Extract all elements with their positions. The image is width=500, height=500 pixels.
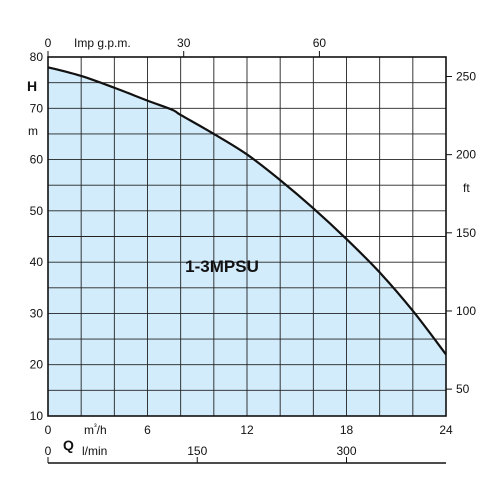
x-axis-unit: m³/h <box>84 422 107 437</box>
y-left-tick-label: 20 <box>30 358 44 372</box>
y-right-tick-label: 200 <box>456 148 476 162</box>
lmin-axis-tick-label: 300 <box>336 444 356 458</box>
y-right-tick-label: 250 <box>456 69 476 83</box>
y-right-tick-label: 100 <box>456 304 476 318</box>
y-left-unit: m <box>28 124 38 138</box>
y-left-tick-label: 60 <box>30 153 44 167</box>
grid-lines <box>48 57 446 416</box>
y-right-tick-label: 150 <box>456 226 476 240</box>
performance-curve <box>47 66 447 356</box>
y-left-tick-label: 50 <box>30 204 44 218</box>
lmin-axis-tick-label: 150 <box>187 444 207 458</box>
x-tick-label: 12 <box>240 423 254 437</box>
y-left-tick-label: 80 <box>30 50 44 64</box>
x-tick-label: 6 <box>144 423 151 437</box>
y-left-tick-label: 10 <box>30 409 44 423</box>
y-left-tick-label: 70 <box>30 101 44 115</box>
y-left-symbol: H <box>27 78 37 94</box>
top-axis-tick-label: 30 <box>177 36 191 50</box>
labels-layer: 10 20 30 40 50 60 70 80 Hm 50 100 150 200 250 ft 0 6 12 18… <box>27 36 476 464</box>
top-axis-tick-label: 60 <box>313 36 327 50</box>
x-tick-label: 18 <box>340 423 354 437</box>
plot-frame <box>47 56 447 417</box>
x-tick-label: 0 <box>45 423 52 437</box>
top-axis-tick-label: 0 <box>45 36 52 50</box>
x-tick-label: 24 <box>439 423 453 437</box>
y-right-unit: ft <box>463 181 470 195</box>
y-right-tick-label: 50 <box>456 382 470 396</box>
top-axis-label: Imp g.p.m. <box>74 36 131 50</box>
series-label: 1-3MPSU <box>185 257 259 276</box>
lmin-axis-tick-label: 0 <box>45 444 52 458</box>
y-left-tick-label: 40 <box>30 255 44 269</box>
flow-symbol: Q <box>63 437 74 453</box>
lmin-axis-label: l/min <box>82 444 107 458</box>
y-left-tick-label: 30 <box>30 306 44 320</box>
